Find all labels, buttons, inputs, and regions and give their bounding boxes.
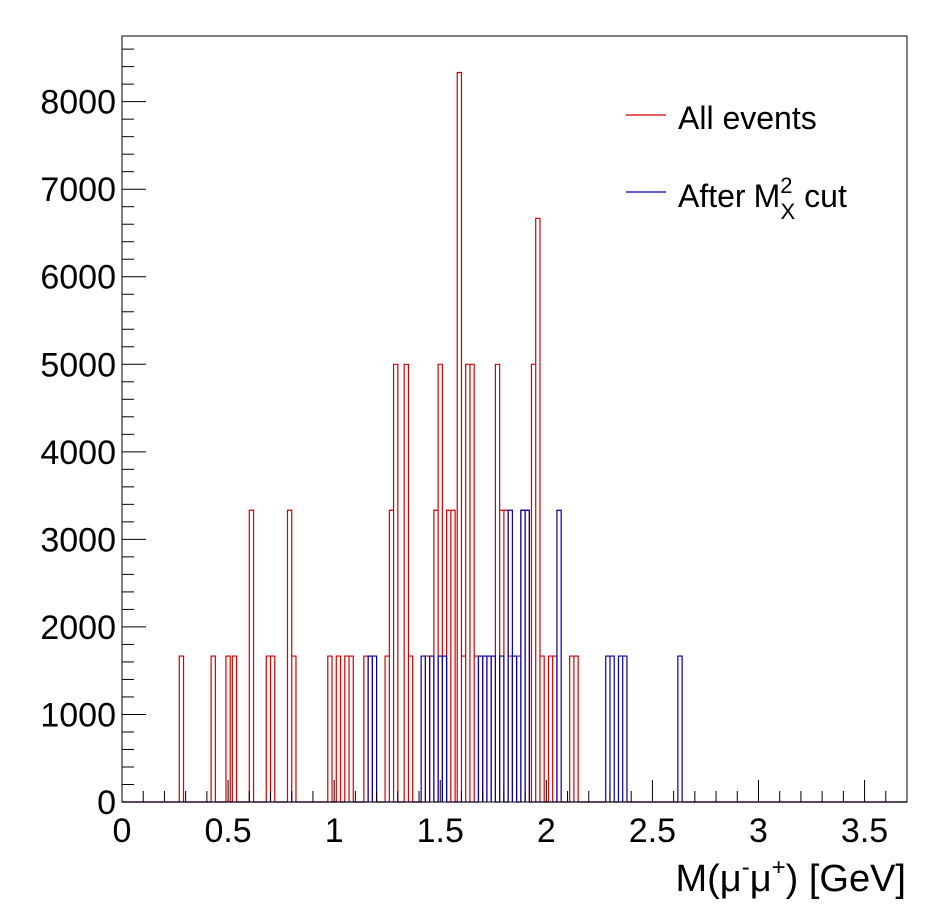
x-tick-label: 3.5: [841, 812, 888, 850]
legend-cut-word: cut: [804, 178, 847, 214]
legend-after-word: After: [678, 178, 746, 214]
histogram-bin-after-cut-19: [623, 656, 627, 802]
x-axis-title-sup-minus: -: [742, 854, 750, 881]
histogram-bin-after-cut-3: [430, 656, 434, 802]
histogram-bin-all-events-48: [553, 656, 557, 802]
histogram-bin-all-events-38: [504, 510, 508, 802]
histogram-bin-all-events-18: [404, 364, 408, 802]
histogram-bin-after-cut-13: [521, 510, 525, 802]
histogram-bin-all-events-27: [457, 73, 461, 802]
histogram-bin-all-events-9: [328, 656, 332, 802]
histogram-bin-all-events-20: [425, 656, 429, 802]
histogram-bin-after-cut-18: [618, 656, 622, 802]
histogram-bin-all-events-3: [232, 656, 236, 802]
legend-mx-sub: X: [780, 199, 795, 224]
histogram-bin-all-events-22: [434, 510, 438, 802]
histogram-bin-all-events-17: [394, 364, 398, 802]
histogram-bin-all-events-28: [461, 656, 465, 802]
histogram-bin-all-events-13: [364, 656, 368, 802]
histogram-bin-after-cut-9: [491, 656, 495, 802]
legend-mx-base: M: [754, 178, 781, 214]
x-axis-title-end: ) [GeV]: [786, 858, 906, 900]
y-tick-label: 6000: [40, 259, 116, 297]
histogram-bin-all-events-16: [389, 510, 393, 802]
y-tick-label: 5000: [40, 346, 116, 384]
y-tick-label: 2000: [40, 609, 116, 647]
y-tick-label: 4000: [40, 434, 116, 472]
histogram-bin-all-events-50: [574, 656, 578, 802]
histogram-bin-all-events-6: [271, 656, 275, 802]
y-tick-label: 7000: [40, 171, 116, 209]
histogram-bin-after-cut-6: [478, 656, 482, 802]
histogram-bin-all-events-4: [249, 510, 253, 802]
axis-layer: 0 0.5 1 1.5 2 2.5 3 3.5 0 1000 2000 3000 4000 5000 600…: [40, 48, 888, 850]
histogram-bin-all-events-31: [474, 656, 478, 802]
histogram-bin-all-events-29: [466, 364, 470, 802]
x-tick-label: 3: [749, 812, 768, 850]
x-tick-label: 0.5: [204, 812, 251, 850]
y-tick-label: 3000: [40, 521, 116, 559]
y-tick-label: 8000: [40, 84, 116, 122]
x-tick-label: 0: [113, 812, 132, 850]
histogram-bin-all-events-11: [345, 656, 349, 802]
histogram-bin-all-events-44: [531, 364, 535, 802]
x-axis-title-sup-plus: +: [772, 854, 786, 881]
histogram-bin-after-cut-1: [372, 656, 376, 802]
histogram-bin-all-events-5: [266, 656, 270, 802]
histogram-bin-all-events-25: [447, 510, 451, 802]
y-tick-label: 1000: [40, 696, 116, 734]
plot-frame: [121, 35, 908, 803]
histogram-bin-all-events-36: [495, 364, 499, 802]
x-tick-label: 2: [537, 812, 556, 850]
x-tick-label: 1.5: [417, 812, 464, 850]
histogram-bin-all-events-45: [536, 218, 540, 802]
histogram-bin-after-cut-15: [557, 510, 561, 802]
legend-label-all-events: All events: [678, 100, 817, 136]
histogram-bin-all-events-15: [385, 656, 389, 802]
histogram-bin-after-cut-10: [500, 656, 504, 802]
histogram-bin-after-cut-16: [606, 656, 610, 802]
histogram-bin-all-events-47: [548, 656, 552, 802]
x-axis-title: M(μ-μ+) [GeV]: [676, 854, 907, 900]
histogram-bin-all-events-26: [451, 510, 455, 802]
histogram-bin-all-events-41: [517, 656, 521, 802]
histogram-bin-after-cut-11: [508, 510, 512, 802]
histogram-bin-all-events-46: [540, 656, 544, 802]
legend-mx-sup: 2: [780, 173, 792, 198]
histogram-bin-all-events-19: [408, 656, 412, 802]
y-tick-label: 0: [97, 784, 116, 822]
histogram-bin-after-cut-12: [512, 656, 516, 802]
histogram-bin-all-events-30: [470, 364, 474, 802]
x-axis-title-main: M(μ: [676, 858, 742, 900]
histogram-bin-all-events-49: [570, 656, 574, 802]
histogram-bin-all-events-8: [292, 656, 296, 802]
histogram-bin-all-events-7: [287, 510, 291, 802]
histogram-bin-after-cut-5: [442, 656, 446, 802]
histogram-series-after-cut: [122, 509, 907, 803]
histogram-bin-all-events-10: [336, 656, 340, 802]
histogram-bin-all-events-12: [349, 656, 353, 802]
histogram-bin-after-cut-14: [525, 510, 529, 802]
x-tick-label: 2.5: [629, 812, 676, 850]
x-tick-label: 1: [325, 812, 344, 850]
histogram-bin-after-cut-2: [421, 656, 425, 802]
histogram-bin-all-events-1: [211, 656, 215, 802]
histogram-bin-all-events-0: [179, 656, 183, 802]
histogram-bin-after-cut-20: [678, 656, 682, 802]
histogram-bin-after-cut-8: [487, 656, 491, 802]
histogram-bin-after-cut-7: [483, 656, 487, 802]
histogram-bin-after-cut-0: [368, 656, 372, 802]
x-axis-title-mid: μ: [750, 858, 772, 900]
histogram-bin-after-cut-17: [610, 656, 614, 802]
